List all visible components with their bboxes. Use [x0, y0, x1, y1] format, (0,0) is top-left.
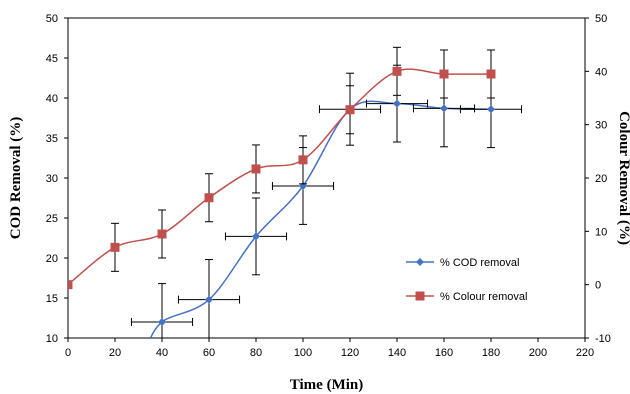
- x-tick-label: 140: [388, 347, 406, 359]
- x-tick-label: 60: [203, 347, 215, 359]
- data-point: [392, 66, 402, 76]
- legend-swatch-marker: [415, 291, 425, 301]
- x-tick-label: 200: [529, 347, 547, 359]
- legend: % COD removal % Colour removal: [406, 257, 527, 303]
- y-tick-label: 40: [46, 93, 58, 105]
- data-point: [439, 69, 449, 79]
- x-tick-label: 100: [294, 347, 312, 359]
- plot-area: [67, 17, 586, 339]
- y-tick-label: 45: [46, 53, 58, 65]
- y2-tick-label: 30: [595, 120, 607, 132]
- y-tick-label: 25: [46, 213, 58, 225]
- y-axis-title: COD Removal (%): [8, 117, 24, 239]
- x-tick-label: 80: [250, 347, 262, 359]
- legend-swatch-marker: [416, 258, 424, 266]
- data-point: [68, 280, 73, 290]
- y-tick-label: 35: [46, 133, 58, 145]
- y-tick-label: 50: [46, 13, 58, 25]
- series-2: [68, 46, 496, 290]
- data-point: [204, 193, 214, 203]
- plot-frame: [67, 17, 586, 339]
- data-point: [298, 155, 308, 165]
- series-line: [149, 100, 492, 338]
- data-point: [251, 164, 261, 174]
- data-point: [345, 105, 355, 115]
- series-line: [68, 68, 492, 286]
- y-tick-label: 30: [46, 173, 58, 185]
- data-point: [158, 318, 166, 326]
- y2-tick-label: 0: [595, 280, 601, 292]
- data-point: [157, 229, 167, 239]
- x-tick-label: 180: [482, 347, 500, 359]
- data-point: [252, 232, 260, 241]
- legend-label: % Colour removal: [440, 291, 527, 303]
- data-point: [487, 105, 495, 114]
- axes: 0 20 40 60 80 100 120 140 160 180 200 2201015202530…: [46, 13, 611, 359]
- series-1: [130, 64, 523, 338]
- data-point: [110, 242, 120, 252]
- x-tick-label: 20: [109, 347, 121, 359]
- x-tick-label: 120: [341, 347, 359, 359]
- x-tick-label: 160: [435, 347, 453, 359]
- data-point: [393, 99, 401, 108]
- legend-label: % COD removal: [440, 257, 519, 269]
- data-point: [440, 104, 448, 113]
- x-tick-label: 220: [576, 347, 594, 359]
- x-tick-label: 40: [156, 347, 168, 359]
- data-point: [486, 69, 496, 79]
- y2-tick-label: 40: [595, 66, 607, 78]
- y-tick-label: 20: [46, 253, 58, 265]
- x-axis-title: Time (Min): [290, 377, 363, 393]
- y2-axis-title: Colour Removal (%): [616, 111, 630, 245]
- y2-tick-label: -10: [595, 333, 611, 345]
- data-point: [205, 295, 213, 304]
- y2-tick-label: 50: [595, 13, 607, 25]
- x-tick-label: 0: [65, 347, 71, 359]
- series-layer: [68, 46, 523, 338]
- y-tick-label: 15: [46, 293, 58, 305]
- y-tick-label: 10: [46, 333, 58, 345]
- y2-tick-label: 10: [595, 226, 607, 238]
- y2-tick-label: 20: [595, 173, 607, 185]
